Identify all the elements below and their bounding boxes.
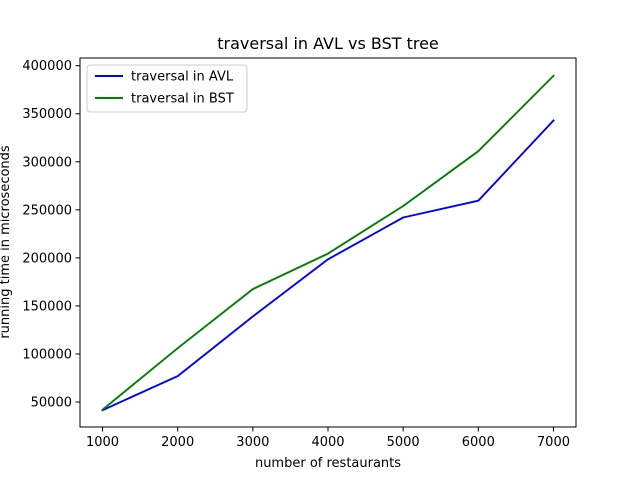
legend: traversal in AVL traversal in BST [86,64,248,113]
x-tick-label: 3000 [236,435,269,450]
series-layer [101,74,555,412]
x-tick-label: 2000 [161,435,194,450]
chart-title: traversal in AVL vs BST tree [217,34,439,53]
legend-label-0: traversal in AVL [131,70,234,85]
series-line-1 [101,74,555,412]
y-tick-label: 50000 [31,396,72,411]
x-axis-title: number of restaurants [255,456,401,471]
y-tick-label: 250000 [22,203,72,218]
y-tick-label: 300000 [22,155,72,170]
y-axis-title: running time in microseconds [0,145,13,339]
y-tick-label: 200000 [22,251,72,266]
x-tick-label: 4000 [311,435,344,450]
axes-layer: 1000 2000 3000 4000 5000 6000 7000 50000 100000 1… [22,57,577,450]
series-line-0 [101,119,555,412]
x-tick-label: 5000 [387,435,420,450]
x-tick-label: 6000 [462,435,495,450]
y-tick-label: 150000 [22,299,72,314]
y-tick-label: 400000 [22,59,72,74]
legend-box [86,64,248,113]
y-tick-label: 100000 [22,347,72,362]
legend-label-1: traversal in BST [131,92,234,107]
x-tick-label: 1000 [86,435,119,450]
x-tick-label: 7000 [537,435,570,450]
y-tick-label: 350000 [22,107,72,122]
